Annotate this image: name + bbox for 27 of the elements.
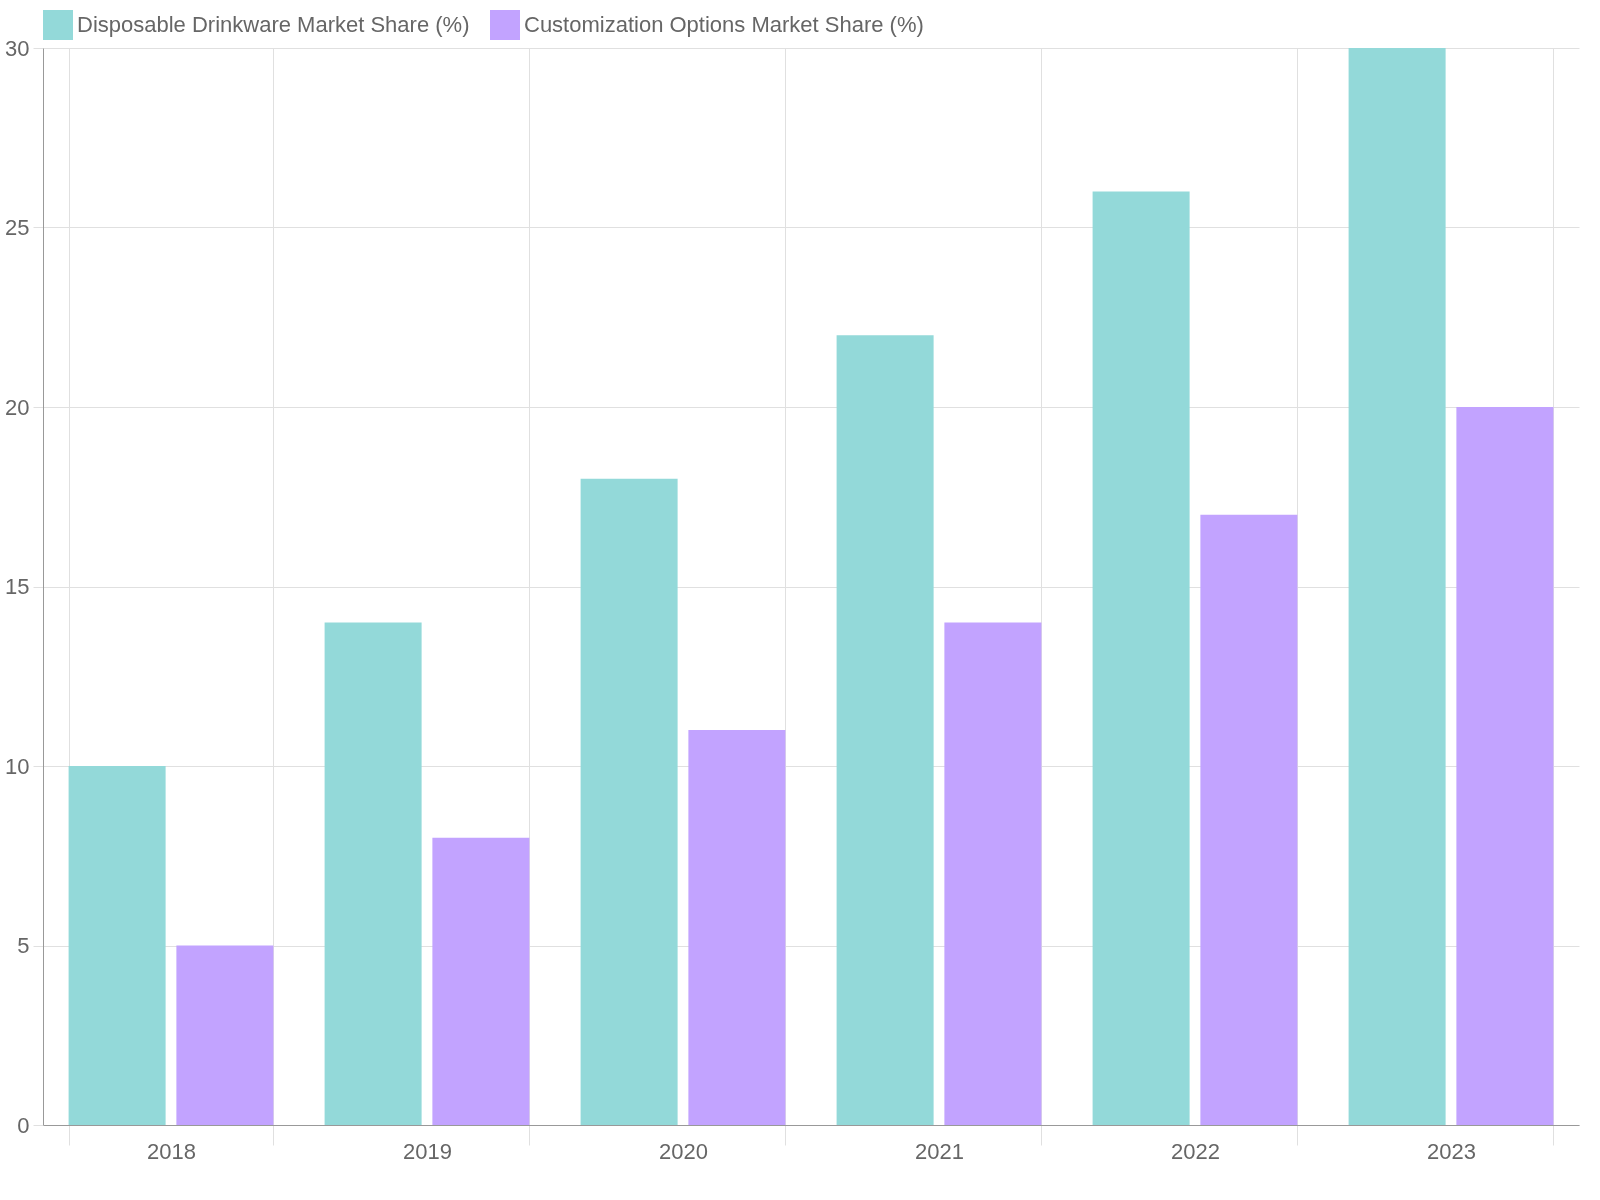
y-tick-label: 20 — [5, 394, 30, 420]
bar — [836, 335, 934, 1125]
y-tick-label: 5 — [17, 933, 30, 958]
bar — [176, 945, 274, 1125]
bar — [688, 730, 786, 1125]
bar — [1092, 191, 1190, 1125]
y-tick-label: 30 — [5, 35, 30, 61]
x-tick-label: 2021 — [915, 1138, 964, 1164]
y-tick-label: 0 — [17, 1112, 30, 1138]
x-tick-label: 2020 — [659, 1138, 708, 1164]
x-tick-label: 2019 — [403, 1138, 452, 1164]
legend-label: Disposable Drinkware Market Share (%) — [77, 12, 470, 37]
bar — [1456, 407, 1554, 1125]
x-tick-label: 2023 — [1427, 1138, 1476, 1164]
bar — [580, 478, 678, 1125]
bar — [68, 766, 166, 1125]
y-tick-label: 15 — [5, 574, 30, 599]
x-tick-label: 2022 — [1171, 1138, 1220, 1164]
y-tick-label: 10 — [5, 753, 30, 779]
legend-label: Customization Options Market Share (%) — [524, 12, 924, 37]
x-tick-label: 2018 — [147, 1138, 196, 1164]
y-tick-label: 25 — [5, 215, 30, 240]
bar — [1200, 514, 1298, 1125]
bar — [432, 837, 530, 1125]
bar — [324, 622, 422, 1125]
bar — [944, 622, 1042, 1125]
bar — [1348, 48, 1446, 1125]
